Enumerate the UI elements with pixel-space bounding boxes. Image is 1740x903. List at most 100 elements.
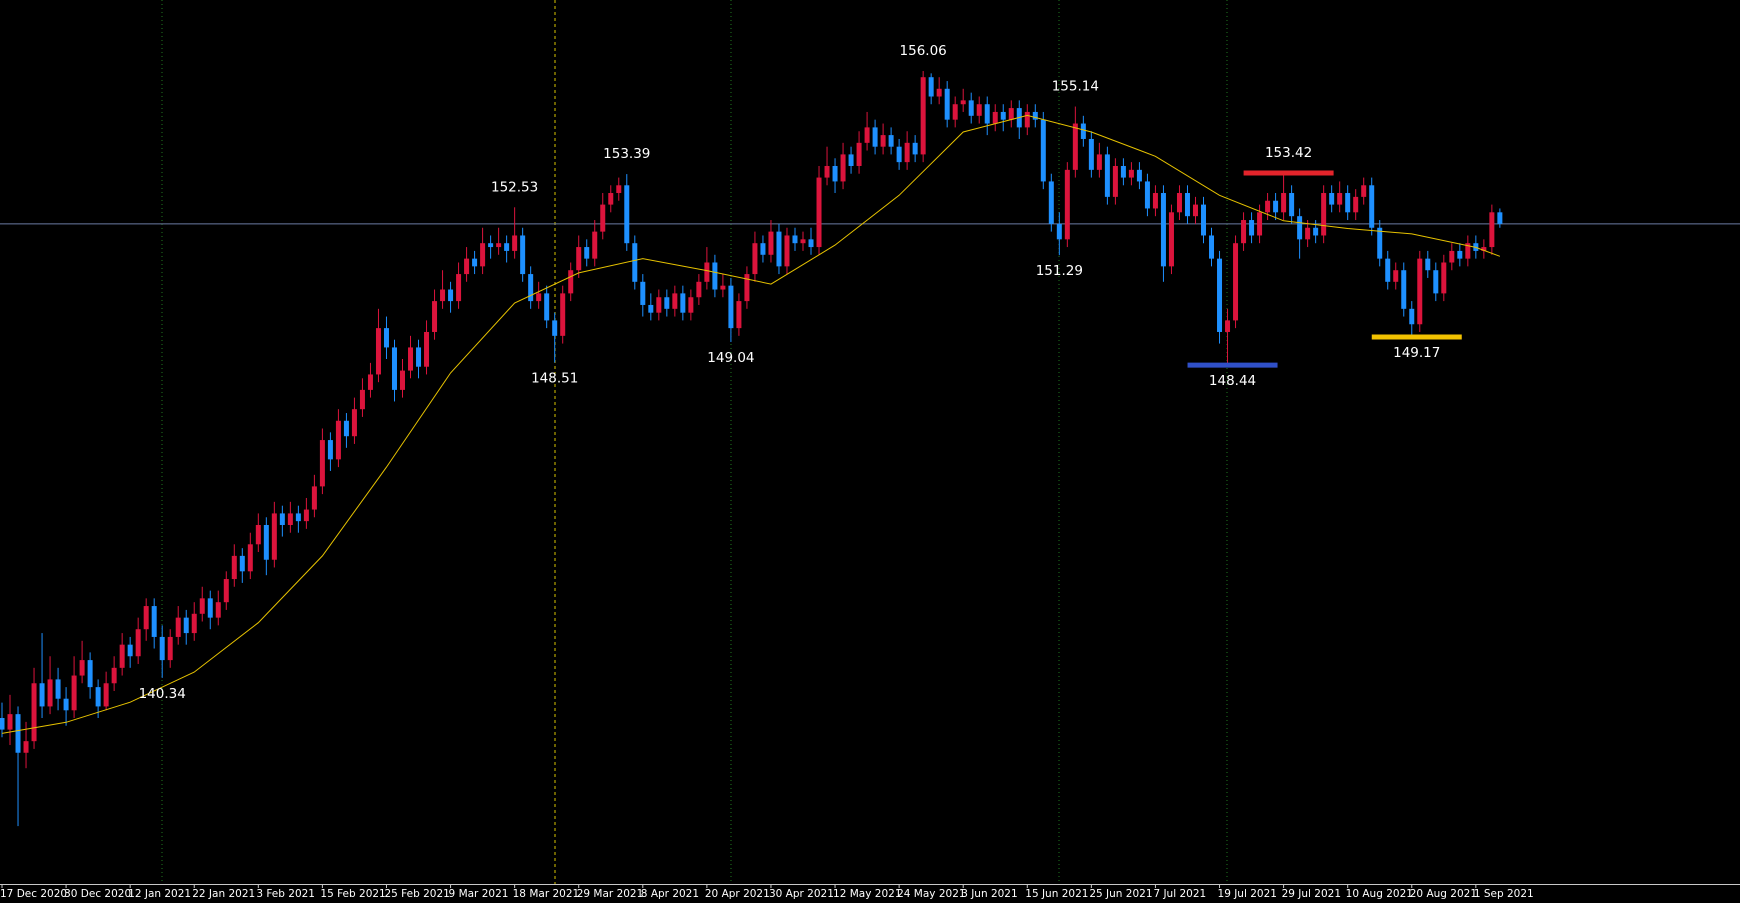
candle-body (496, 243, 502, 248)
candle-body (960, 100, 966, 105)
candle-body (1144, 181, 1150, 209)
candle-body (888, 135, 894, 147)
x-tick-label: 10 Aug 2021 (1346, 888, 1413, 900)
candle-body (728, 285, 734, 329)
candle-body (1289, 193, 1295, 217)
candle-body (472, 258, 478, 267)
candle-body (303, 509, 309, 522)
candle-body (1497, 212, 1503, 224)
x-tick-label: 7 Jul 2021 (1153, 888, 1206, 900)
candle-body (752, 243, 758, 275)
candle-body (223, 579, 229, 603)
candle-body (440, 289, 446, 302)
candle-body (1481, 247, 1487, 251)
price-annotation: 153.39 (603, 146, 650, 162)
candle-body (63, 698, 69, 711)
candle-body (23, 741, 29, 753)
x-tick-label: 20 Aug 2021 (1410, 888, 1477, 900)
candle-body (1449, 250, 1455, 263)
candle-body (824, 165, 830, 178)
candle-body (568, 270, 574, 294)
candle-body (560, 293, 566, 336)
candle-body (143, 606, 149, 630)
candle-body (1209, 235, 1215, 259)
candle-body (592, 231, 598, 259)
candle-body (1096, 154, 1102, 170)
price-annotation: 148.44 (1209, 373, 1256, 389)
x-tick-label: 15 Feb 2021 (320, 888, 385, 900)
candle-body (0, 718, 5, 730)
candle-body (1160, 193, 1166, 267)
candle-body (464, 258, 470, 275)
x-tick-label: 24 May 2021 (897, 888, 965, 900)
candle-body (520, 235, 526, 275)
candle-body (1425, 258, 1431, 271)
candle-body (127, 644, 133, 657)
candle-body (432, 301, 438, 332)
candle-body (1281, 193, 1287, 213)
candle-body (231, 555, 237, 580)
candle-body (79, 660, 85, 676)
x-tick-label: 8 Apr 2021 (641, 888, 699, 900)
candle-body (800, 239, 806, 244)
candle-body (1176, 193, 1182, 213)
x-tick-label: 25 Jun 2021 (1089, 888, 1152, 900)
candle-body (904, 142, 910, 163)
candle-body (71, 675, 77, 711)
candle-body (808, 239, 814, 248)
candle-body (872, 127, 878, 147)
candle-body (151, 606, 157, 637)
candle-body (816, 177, 822, 248)
price-annotation: 148.51 (531, 370, 578, 386)
candle-body (1377, 227, 1383, 259)
candle-body (1305, 227, 1311, 240)
candle-body (1401, 270, 1407, 309)
price-annotation: 153.42 (1265, 145, 1312, 161)
candle-body (255, 524, 261, 545)
candle-body (1168, 212, 1174, 267)
x-tick-label: 20 Apr 2021 (705, 888, 770, 900)
candle-body (832, 165, 838, 182)
candle-body (1321, 193, 1327, 236)
candle-body (183, 617, 189, 634)
candle-body (119, 644, 125, 668)
x-tick-label: 29 Jul 2021 (1282, 888, 1341, 900)
candle-body (1489, 212, 1495, 248)
candle-body (1080, 123, 1086, 139)
candle-body (319, 440, 325, 487)
candle-body (1152, 193, 1158, 209)
candle-body (456, 274, 462, 302)
candle-body (696, 281, 702, 298)
price-annotation: 151.29 (1036, 263, 1083, 279)
candle-body (103, 683, 109, 707)
x-tick-label: 3 Jun 2021 (961, 888, 1017, 900)
candle-body (672, 293, 678, 309)
x-tick-label: 9 Mar 2021 (449, 888, 509, 900)
candle-body (880, 135, 886, 147)
candle-body (31, 683, 37, 742)
candle-body (1361, 185, 1367, 197)
candle-body (1257, 212, 1263, 236)
candle-body (1417, 258, 1423, 325)
candle-body (1192, 204, 1198, 217)
candle-body (351, 409, 357, 437)
candle-body (39, 683, 45, 707)
candle-body (648, 304, 654, 313)
candle-body (1040, 119, 1046, 182)
candle-body (640, 281, 646, 305)
candle-body (263, 524, 269, 560)
candle-body (848, 154, 854, 166)
separators (161, 0, 1228, 884)
price-annotation: 140.34 (139, 686, 186, 702)
x-tick-label: 18 Mar 2021 (513, 888, 580, 900)
candle-body (1225, 320, 1231, 332)
candle-body (1112, 165, 1118, 197)
candle-body (1000, 111, 1006, 120)
candle-body (167, 636, 173, 661)
candle-body (1409, 308, 1415, 325)
candle-body (335, 420, 341, 460)
candle-body (976, 104, 982, 116)
price-annotation: 152.53 (491, 179, 538, 195)
candle-body (920, 77, 926, 155)
candle-body (375, 328, 381, 375)
